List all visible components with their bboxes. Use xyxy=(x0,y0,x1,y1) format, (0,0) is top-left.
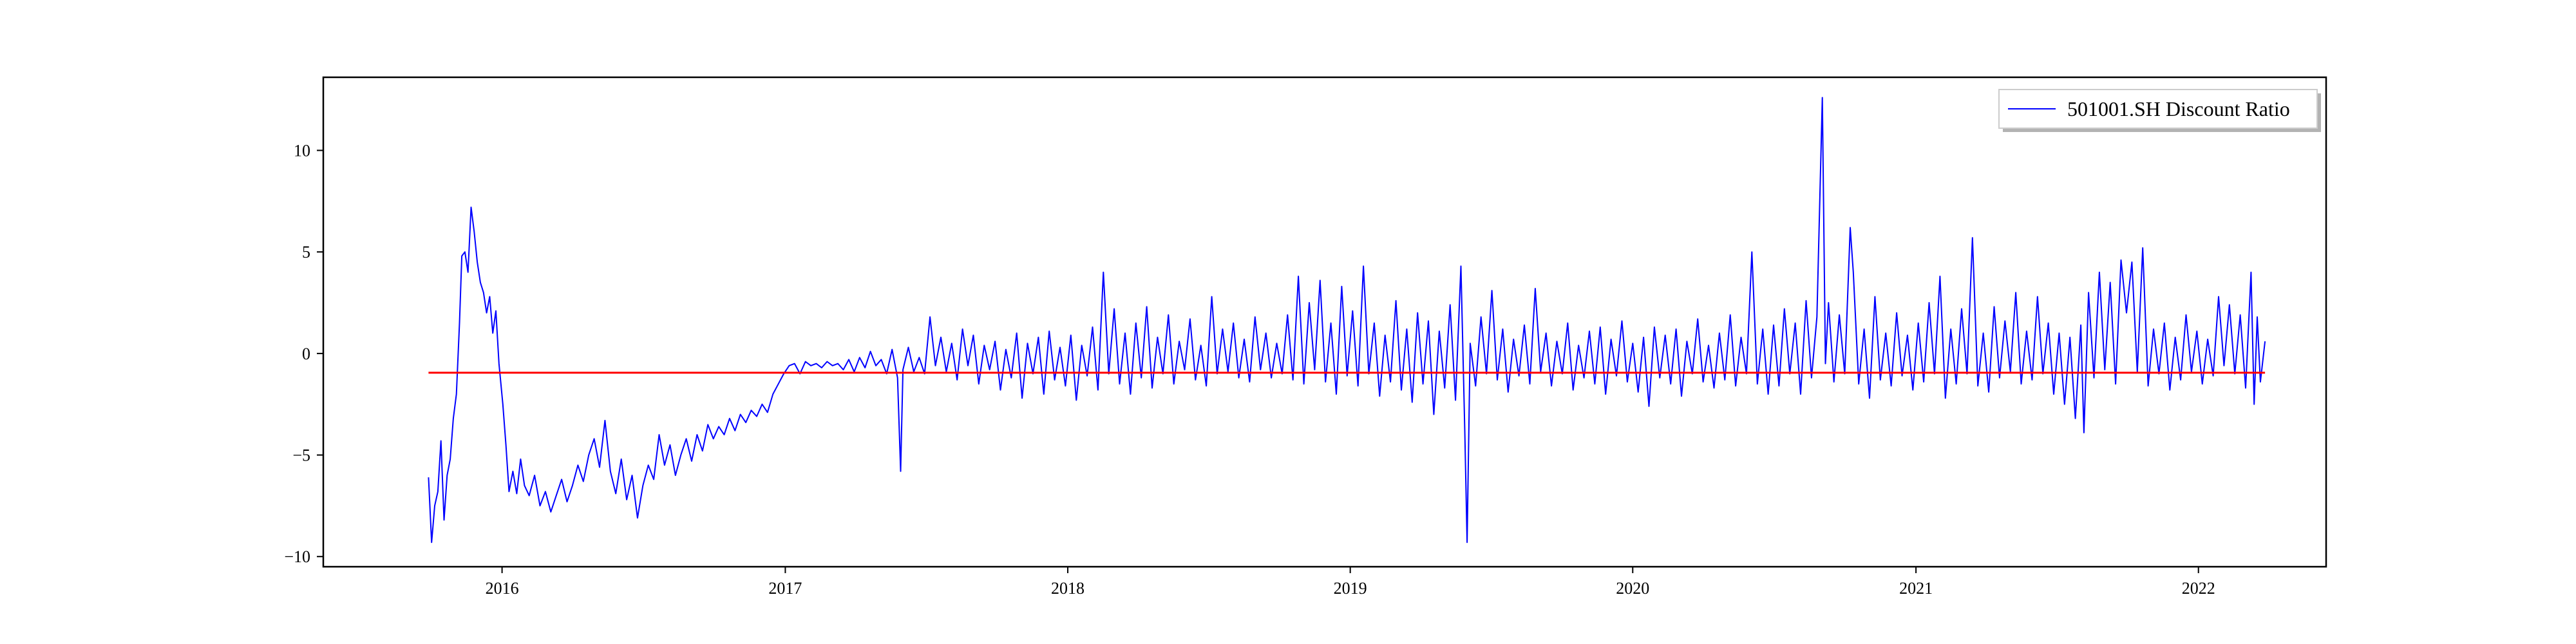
discount-ratio-line xyxy=(428,97,2266,544)
legend-label: 501001.SH Discount Ratio xyxy=(2067,97,2290,120)
legend: 501001.SH Discount Ratio xyxy=(1998,89,2321,132)
x-tick-label: 2020 xyxy=(1616,579,1649,598)
axes-frame xyxy=(322,76,2327,568)
y-tick-label: −10 xyxy=(284,547,310,566)
x-tick-label: 2017 xyxy=(768,579,802,598)
x-tick-label: 2022 xyxy=(2182,579,2215,598)
y-tick-label: 0 xyxy=(302,345,310,363)
x-tick-label: 2019 xyxy=(1334,579,1367,598)
y-tick-label: 5 xyxy=(302,243,310,261)
plot-layer xyxy=(428,97,2266,544)
x-tick-label: 2018 xyxy=(1051,579,1084,598)
x-tick-label: 2016 xyxy=(486,579,519,598)
y-tick-label: 10 xyxy=(294,142,310,160)
y-tick-label: −5 xyxy=(292,446,310,465)
x-tick-label: 2021 xyxy=(1899,579,1933,598)
axes-layer: 2016 2017 2018 2019 2020 2021 2022 −10 −5 0 5 10 xyxy=(284,76,2327,598)
